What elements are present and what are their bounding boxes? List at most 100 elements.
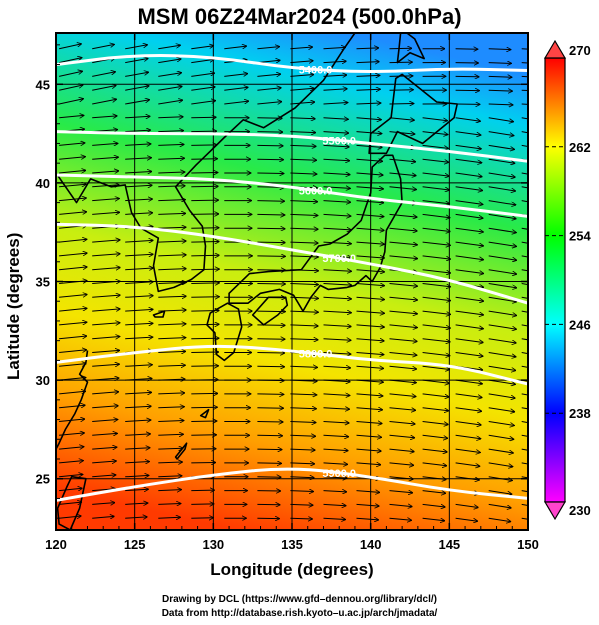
wind-arrow [290, 242, 318, 243]
wind-arrow [257, 284, 285, 285]
wind-arrow [422, 296, 451, 300]
wind-arrow [455, 296, 484, 301]
wind-arrow [488, 476, 513, 481]
wind-arrow [290, 449, 315, 450]
wind-arrow [92, 295, 120, 297]
wind-arrow [323, 325, 352, 327]
wind-arrow [257, 463, 281, 464]
wind-arrow [488, 104, 513, 105]
wind-arrow [191, 380, 218, 381]
wind-arrow [422, 117, 448, 121]
wind-arrow [455, 476, 480, 480]
wind-arrow [191, 73, 214, 77]
wind-arrow [224, 87, 248, 91]
wind-arrow [59, 433, 84, 435]
wind-arrow [125, 144, 151, 146]
wind-arrow [92, 516, 114, 518]
credit-data-source: Data from http://database.rish.kyoto–u.a… [161, 608, 438, 619]
wind-arrow [356, 145, 383, 147]
wind-arrow [521, 503, 528, 506]
wind-arrow [58, 44, 81, 50]
wind-arrow [125, 185, 152, 187]
wind-arrow [422, 200, 450, 204]
wind-arrow [521, 324, 528, 327]
wind-arrow [92, 489, 115, 491]
wind-arrow [158, 45, 180, 50]
wind-arrow [290, 463, 314, 464]
wind-arrow [323, 132, 349, 134]
wind-arrow [521, 89, 528, 92]
wind-arrow [521, 310, 528, 313]
wind-arrow [389, 213, 418, 217]
wind-arrow [59, 378, 86, 381]
colorbar-scale [544, 57, 566, 503]
wind-arrow [521, 117, 528, 120]
wind-arrow [389, 227, 418, 231]
wind-arrow [323, 75, 347, 76]
wind-arrow [455, 393, 482, 398]
wind-arrow [323, 311, 352, 313]
wind-arrow [158, 59, 181, 64]
wind-arrow [422, 379, 450, 383]
wind-arrow [323, 159, 350, 161]
contour-label: 5400.0 [299, 65, 333, 77]
coast-mainland [56, 33, 356, 293]
wind-arrow [356, 242, 385, 244]
wind-arrow [455, 144, 482, 149]
x-tick-label: 130 [202, 537, 224, 552]
wind-arrow [59, 474, 83, 476]
wind-arrow [158, 269, 186, 270]
wind-arrow [422, 227, 451, 231]
wind-arrow [488, 434, 514, 439]
wind-arrow [125, 172, 152, 174]
y-tick-label: 25 [36, 472, 50, 487]
wind-arrow [455, 517, 478, 521]
x-tick-label: 150 [517, 537, 539, 552]
wind-arrow [521, 476, 528, 479]
wind-arrow [488, 255, 517, 260]
wind-arrow [422, 407, 449, 411]
wind-arrow [224, 74, 247, 77]
wind-arrow [59, 170, 86, 174]
wind-arrow [389, 407, 416, 411]
wind-arrow [422, 490, 446, 494]
wind-arrow [356, 435, 382, 437]
wind-arrow [521, 200, 528, 203]
wind-arrow [290, 256, 318, 257]
wind-arrow [521, 393, 528, 396]
wind-arrow [290, 132, 315, 133]
wind-arrow [191, 173, 218, 174]
wind-arrow [290, 118, 315, 119]
wind-arrow [92, 406, 118, 408]
wind-arrow [422, 365, 450, 369]
wind-arrow [257, 380, 284, 381]
wind-arrow [488, 421, 515, 426]
wind-arrow [488, 200, 516, 205]
x-tick-label: 145 [438, 537, 460, 552]
wind-arrow [356, 62, 380, 63]
wind-arrow [257, 435, 282, 436]
wind-arrow [455, 407, 482, 412]
wind-arrow [158, 86, 182, 91]
wind-arrow [92, 157, 118, 159]
wind-arrow [488, 49, 511, 50]
wind-arrow [488, 158, 515, 163]
wind-arrow [257, 311, 285, 312]
wind-arrow [257, 325, 285, 326]
wind-arrow [455, 352, 483, 357]
wind-arrow [191, 117, 216, 118]
wind-arrow [455, 213, 483, 218]
wind-arrow [356, 75, 380, 76]
wind-arrow [488, 213, 516, 218]
contour-line [56, 54, 528, 73]
wind-arrow [257, 102, 281, 104]
height-contours: 5400.0 5500.0 5600.0 5700.0 5800.0 5900.0 [56, 54, 528, 502]
wind-arrow [356, 228, 385, 230]
wind-arrow [422, 448, 448, 452]
wind-arrow [356, 408, 383, 410]
x-tick-label: 120 [45, 537, 67, 552]
wind-arrow [257, 159, 283, 160]
wind-arrow [356, 270, 385, 272]
wind-arrow [356, 449, 382, 451]
